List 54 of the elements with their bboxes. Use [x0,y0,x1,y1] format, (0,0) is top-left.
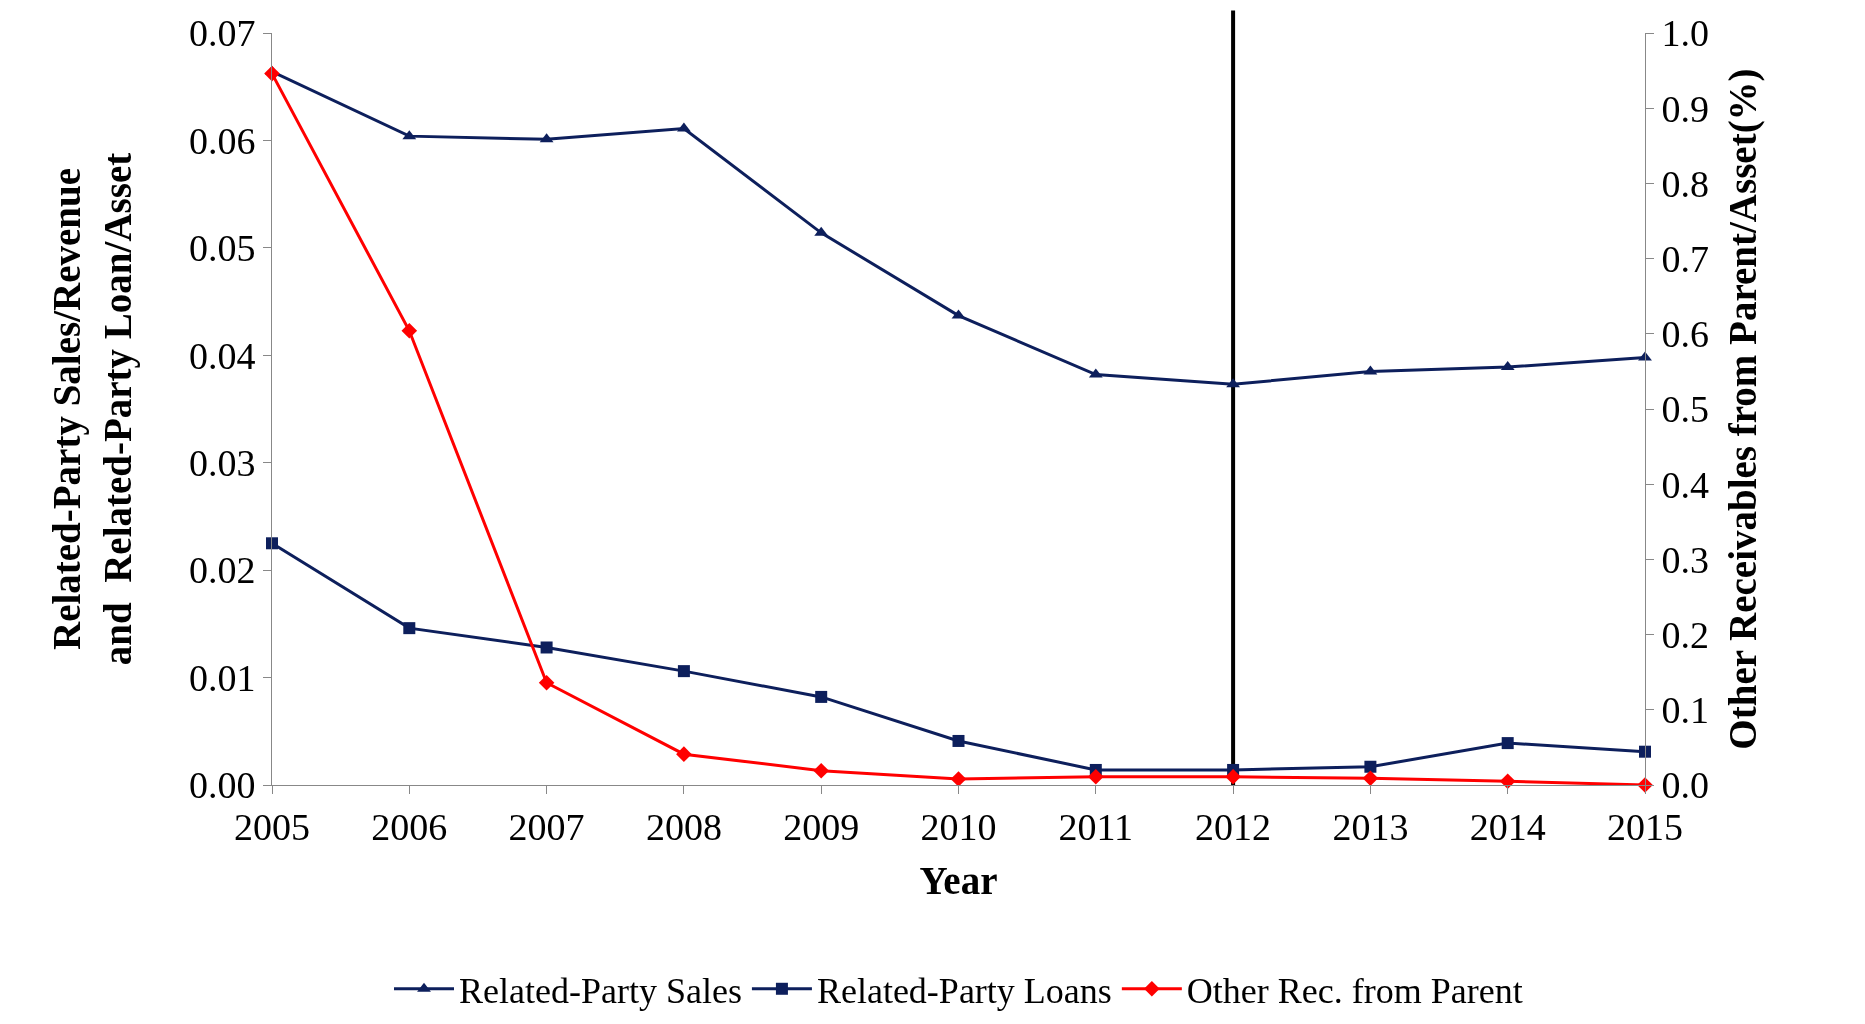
point [1501,737,1514,750]
y2-tick-label: 0.5 [1661,388,1710,431]
point [540,641,553,654]
point [813,762,829,779]
y2-tick-label: 0.2 [1661,613,1710,656]
point [676,746,692,762]
x-tick-label: 2013 [1332,805,1409,848]
legend-label: Related-Party Loans [816,970,1112,1011]
point [952,734,965,747]
point [403,622,416,635]
point [538,674,555,691]
y2-tick-label: 0.8 [1661,162,1710,205]
x-tick-label: 2010 [920,805,997,848]
x-tick-label: 2005 [234,805,310,848]
x-tick-label: 2011 [1058,805,1134,848]
y-tick-label: 0.02 [188,549,256,592]
point [1499,773,1516,790]
x-tick-label: 2014 [1469,805,1546,848]
point [1088,768,1104,785]
y-tick-label: 0.05 [188,227,256,270]
point [266,537,278,550]
x-tick-label: 2015 [1607,805,1683,848]
y2-tick-label: 0.4 [1661,463,1710,506]
point [815,690,828,703]
point [1364,760,1377,773]
legend-label: Other Rec. from Parent [1186,970,1523,1011]
point [1225,768,1241,785]
y2-tick-label: 0.1 [1661,689,1710,732]
y2-tick-label: 0.6 [1661,313,1710,356]
x-tick-label: 2006 [371,805,448,848]
y-tick-label: 0.07 [188,12,256,55]
y-tick-label: 0.03 [188,442,256,485]
y-axis-title: Related-Party Sales/Revenue and Related-Party Loan/Asset [45,152,140,666]
x-tick-label: 2012 [1195,805,1272,848]
y2-tick-label: 1.0 [1661,12,1710,55]
y2-axis-title: Other Receivables from Parent/Asset(%) [1720,68,1765,750]
point [1362,770,1379,787]
y2-tick-label: 0.9 [1661,87,1710,130]
y-tick-label: 0.00 [188,764,256,807]
y2-tick-label: 0.0 [1661,764,1710,807]
y-tick-label: 0.01 [188,656,256,699]
y-tick-label: 0.06 [188,119,256,162]
y2-tick-label: 0.3 [1661,538,1710,581]
x-tick-label: 2007 [508,805,585,848]
x-axis-title: Year [919,859,998,903]
x-tick-label: 2008 [645,805,722,848]
point [677,665,690,678]
point [950,771,967,787]
x-tick-label: 2009 [783,805,860,848]
y2-tick-label: 0.7 [1661,237,1710,280]
y-tick-label: 0.04 [188,334,256,377]
legend-label: Related-Party Sales [459,970,742,1011]
point [401,322,418,339]
point [1639,745,1651,758]
